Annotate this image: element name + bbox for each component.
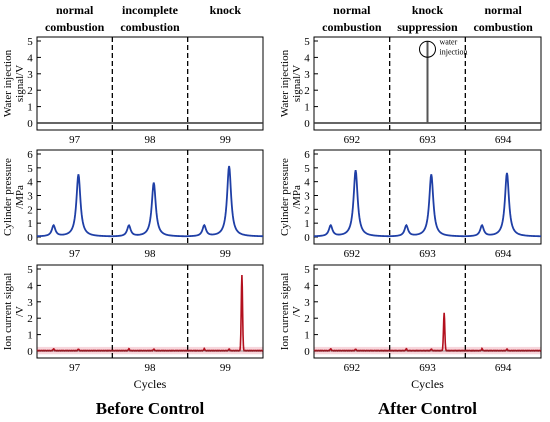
y-tick-label: 2 xyxy=(304,85,310,97)
ion-current-line xyxy=(313,312,542,352)
cycle-tick-label: 98 xyxy=(145,362,157,374)
y-axis-label: Water injectionsignal/V xyxy=(279,49,303,117)
y-tick-label: 0 xyxy=(304,346,310,358)
y-tick-label: 5 xyxy=(27,36,33,48)
y-tick-label: 6 xyxy=(304,149,310,161)
cycle-tick-label: 98 xyxy=(145,248,157,260)
y-tick-label: 3 xyxy=(304,191,310,203)
cycle-tick-label: 694 xyxy=(495,362,512,374)
plot-frame xyxy=(313,36,542,131)
ion-current-line xyxy=(36,274,264,352)
cycle-tick-label: 692 xyxy=(344,248,361,260)
y-tick-label: 1 xyxy=(27,218,33,230)
y-tick-label: 0 xyxy=(27,346,33,358)
phase-label: normal combustion xyxy=(45,3,105,34)
y-axis-label: Cylinder pressure/MPa xyxy=(279,158,303,236)
y-tick-label: 1 xyxy=(304,330,310,342)
y-tick-label: 2 xyxy=(27,204,33,216)
cycle-tick-label: 693 xyxy=(419,248,436,260)
pulse-marker xyxy=(419,40,436,58)
y-tick-label: 2 xyxy=(27,85,33,97)
cycle-tick-label: 693 xyxy=(419,362,436,374)
y-tick-label: 1 xyxy=(304,102,310,114)
y-tick-label: 4 xyxy=(304,177,310,189)
y-tick-label: 5 xyxy=(304,264,310,276)
panel-before: normal combustion incomplete combustion knoc… xyxy=(2,3,264,418)
y-tick-label: 5 xyxy=(304,36,310,48)
plot-frame xyxy=(36,149,264,245)
y-tick-label: 5 xyxy=(304,163,310,175)
cycle-tick-label: 97 xyxy=(69,134,81,146)
y-tick-label: 3 xyxy=(27,297,33,309)
cycle-tick-label: 99 xyxy=(220,134,232,146)
y-tick-label: 3 xyxy=(304,69,310,81)
cycle-tick-label: 99 xyxy=(220,362,232,374)
panel-caption: After Control xyxy=(378,399,477,418)
cycle-tick-label: 694 xyxy=(495,134,512,146)
y-tick-label: 2 xyxy=(27,313,33,325)
y-tick-label: 2 xyxy=(304,313,310,325)
phase-label: normal combustion xyxy=(322,3,382,34)
y-tick-label: 1 xyxy=(27,102,33,114)
plot-frame xyxy=(313,264,542,359)
x-axis-label: Cycles xyxy=(134,377,167,391)
y-tick-label: 3 xyxy=(304,297,310,309)
plot-frame xyxy=(313,149,542,245)
phase-label: incomplete combustion xyxy=(120,3,180,34)
cycle-tick-label: 97 xyxy=(69,248,81,260)
y-axis-label: Water injectionsignal/V xyxy=(2,49,26,117)
plot-frame xyxy=(36,264,264,359)
cycle-tick-label: 694 xyxy=(495,248,512,260)
y-tick-label: 3 xyxy=(27,69,33,81)
pressure-line xyxy=(36,165,264,238)
y-axis-label: Ion current signal/V xyxy=(2,273,26,351)
y-tick-label: 4 xyxy=(27,280,33,292)
y-tick-label: 3 xyxy=(27,191,33,203)
pulse-annotation: water injection xyxy=(440,37,468,56)
plot-frame xyxy=(36,36,264,131)
cycle-tick-label: 98 xyxy=(145,134,157,146)
y-axis-label: Cylinder pressure/MPa xyxy=(2,158,26,236)
y-tick-label: 0 xyxy=(27,232,33,244)
y-tick-label: 4 xyxy=(304,280,310,292)
y-tick-label: 4 xyxy=(304,52,310,64)
phase-label: normal combustion xyxy=(473,3,533,34)
y-tick-label: 5 xyxy=(27,264,33,276)
y-tick-label: 0 xyxy=(304,232,310,244)
cycle-tick-label: 692 xyxy=(344,134,361,146)
panel-after: normal combustion knock suppression normal co… xyxy=(279,3,542,418)
pressure-line xyxy=(313,169,542,238)
phase-label: knock xyxy=(210,3,242,17)
cycle-tick-label: 692 xyxy=(344,362,361,374)
y-tick-label: 4 xyxy=(27,52,33,64)
phase-label: knock suppression xyxy=(397,3,458,34)
y-tick-label: 0 xyxy=(27,118,33,130)
cycle-tick-label: 97 xyxy=(69,362,81,374)
y-tick-label: 1 xyxy=(304,218,310,230)
y-tick-label: 0 xyxy=(304,118,310,130)
y-tick-label: 6 xyxy=(27,149,33,161)
cycle-tick-label: 693 xyxy=(419,134,436,146)
cycle-tick-label: 99 xyxy=(220,248,232,260)
y-tick-label: 2 xyxy=(304,204,310,216)
x-axis-label: Cycles xyxy=(411,377,444,391)
panel-caption: Before Control xyxy=(96,399,205,418)
y-tick-label: 1 xyxy=(27,330,33,342)
y-tick-label: 5 xyxy=(27,163,33,175)
y-tick-label: 4 xyxy=(27,177,33,189)
y-axis-label: Ion current signal/V xyxy=(279,273,303,351)
